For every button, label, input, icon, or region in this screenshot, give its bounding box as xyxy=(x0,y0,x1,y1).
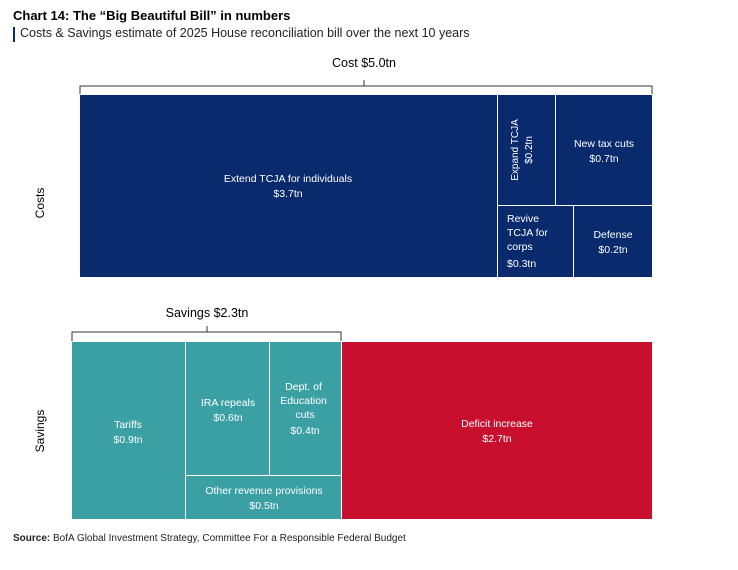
cost-block-new-tax-cuts-label: New tax cuts xyxy=(574,138,634,150)
cost-block-extend-tcja-individuals-label: Extend TCJA for individuals xyxy=(224,173,352,185)
source-label: Source: xyxy=(13,533,51,544)
saving-block-other-revenue xyxy=(186,476,341,519)
saving-block-ira-repeals xyxy=(186,342,269,475)
cost-block-revive-tcja-corps xyxy=(498,206,573,277)
source-text: BofA Global Investment Strategy, Committ… xyxy=(53,533,406,544)
deficit-block-label: Deficit increase xyxy=(461,418,533,430)
saving-block-ira-repeals-label: IRA repeals xyxy=(201,397,255,409)
saving-block-other-revenue-value: $0.5tn xyxy=(249,500,278,512)
cost-block-defense-value: $0.2tn xyxy=(598,244,627,256)
saving-block-dept-education-cuts-value: $0.4tn xyxy=(290,425,319,437)
chart-subtitle: Costs & Savings estimate of 2025 House r… xyxy=(20,26,470,40)
cost-block-revive-tcja-corps-label: Revive TCJA for corps xyxy=(507,213,551,253)
deficit-block xyxy=(342,342,652,519)
chart-title: Chart 14: The “Big Beautiful Bill” in nu… xyxy=(13,8,291,23)
cost-total-label: Cost $5.0tn xyxy=(332,56,396,70)
deficit-block-value: $2.7tn xyxy=(482,433,511,445)
saving-block-other-revenue-label: Other revenue provisions xyxy=(205,485,322,497)
cost-block-defense xyxy=(574,206,652,277)
saving-block-tariffs-value: $0.9tn xyxy=(113,434,142,446)
saving-block-tariffs xyxy=(72,342,185,519)
cost-block-expand-tcja-value: $0.2tn xyxy=(524,136,535,164)
savings-axis-label: Savings xyxy=(33,410,47,453)
cost-block-expand-tcja-label: Expand TCJA xyxy=(510,119,521,181)
cost-block-defense-label: Defense xyxy=(593,229,632,241)
cost-block-new-tax-cuts-value: $0.7tn xyxy=(589,153,618,165)
subtitle-accent-bar xyxy=(13,27,15,42)
cost-block-extend-tcja-individuals-value: $3.7tn xyxy=(273,188,302,200)
savings-bracket xyxy=(71,326,342,341)
saving-block-dept-education-cuts-label: Dept. of Education cuts xyxy=(280,381,330,421)
cost-bracket xyxy=(79,80,653,94)
costs-axis-label: Costs xyxy=(33,188,47,219)
source-note: Source: BofA Global Investment Strategy,… xyxy=(13,533,406,544)
savings-total-label: Savings $2.3tn xyxy=(166,306,249,320)
cost-block-expand-tcja xyxy=(498,95,555,205)
cost-block-new-tax-cuts xyxy=(556,95,652,205)
cost-block-extend-tcja-individuals xyxy=(80,95,497,277)
saving-block-dept-education-cuts xyxy=(270,342,341,475)
saving-block-ira-repeals-value: $0.6tn xyxy=(213,412,242,424)
cost-block-revive-tcja-corps-value: $0.3tn xyxy=(507,258,536,270)
saving-block-tariffs-label: Tariffs xyxy=(114,419,142,431)
